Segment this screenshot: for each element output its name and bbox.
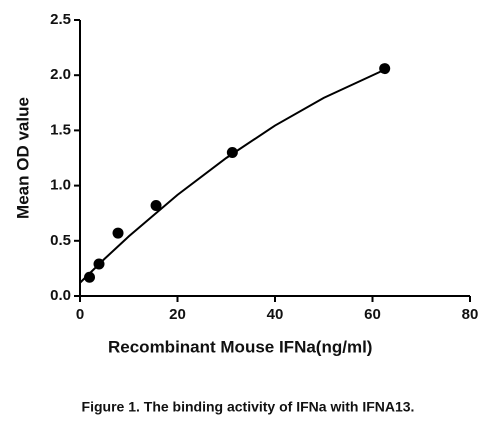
data-point: [150, 199, 162, 211]
y-tick-label: 1.0: [50, 177, 71, 194]
data-point: [93, 258, 105, 270]
x-tick-label: 80: [462, 306, 479, 323]
y-tick-label: 0.0: [50, 287, 71, 304]
y-tick-label: 2.0: [50, 66, 71, 83]
y-axis-label: Mean OD value: [13, 97, 32, 219]
fit-curve: [79, 68, 386, 284]
x-tick-label: 0: [76, 306, 84, 323]
figure-caption: Figure 1. The binding activity of IFNa w…: [82, 399, 415, 415]
x-tick-label: 40: [267, 306, 284, 323]
data-point: [379, 63, 391, 75]
data-point: [226, 146, 238, 158]
y-tick-label: 0.5: [50, 232, 71, 249]
data-point: [112, 227, 124, 239]
y-tick-label: 2.5: [50, 11, 71, 28]
x-tick-label: 60: [364, 306, 381, 323]
data-point: [84, 271, 96, 283]
y-tick-label: 1.5: [50, 121, 71, 138]
x-axis-label: Recombinant Mouse IFNa(ng/ml): [108, 337, 372, 356]
x-tick-label: 20: [169, 306, 186, 323]
